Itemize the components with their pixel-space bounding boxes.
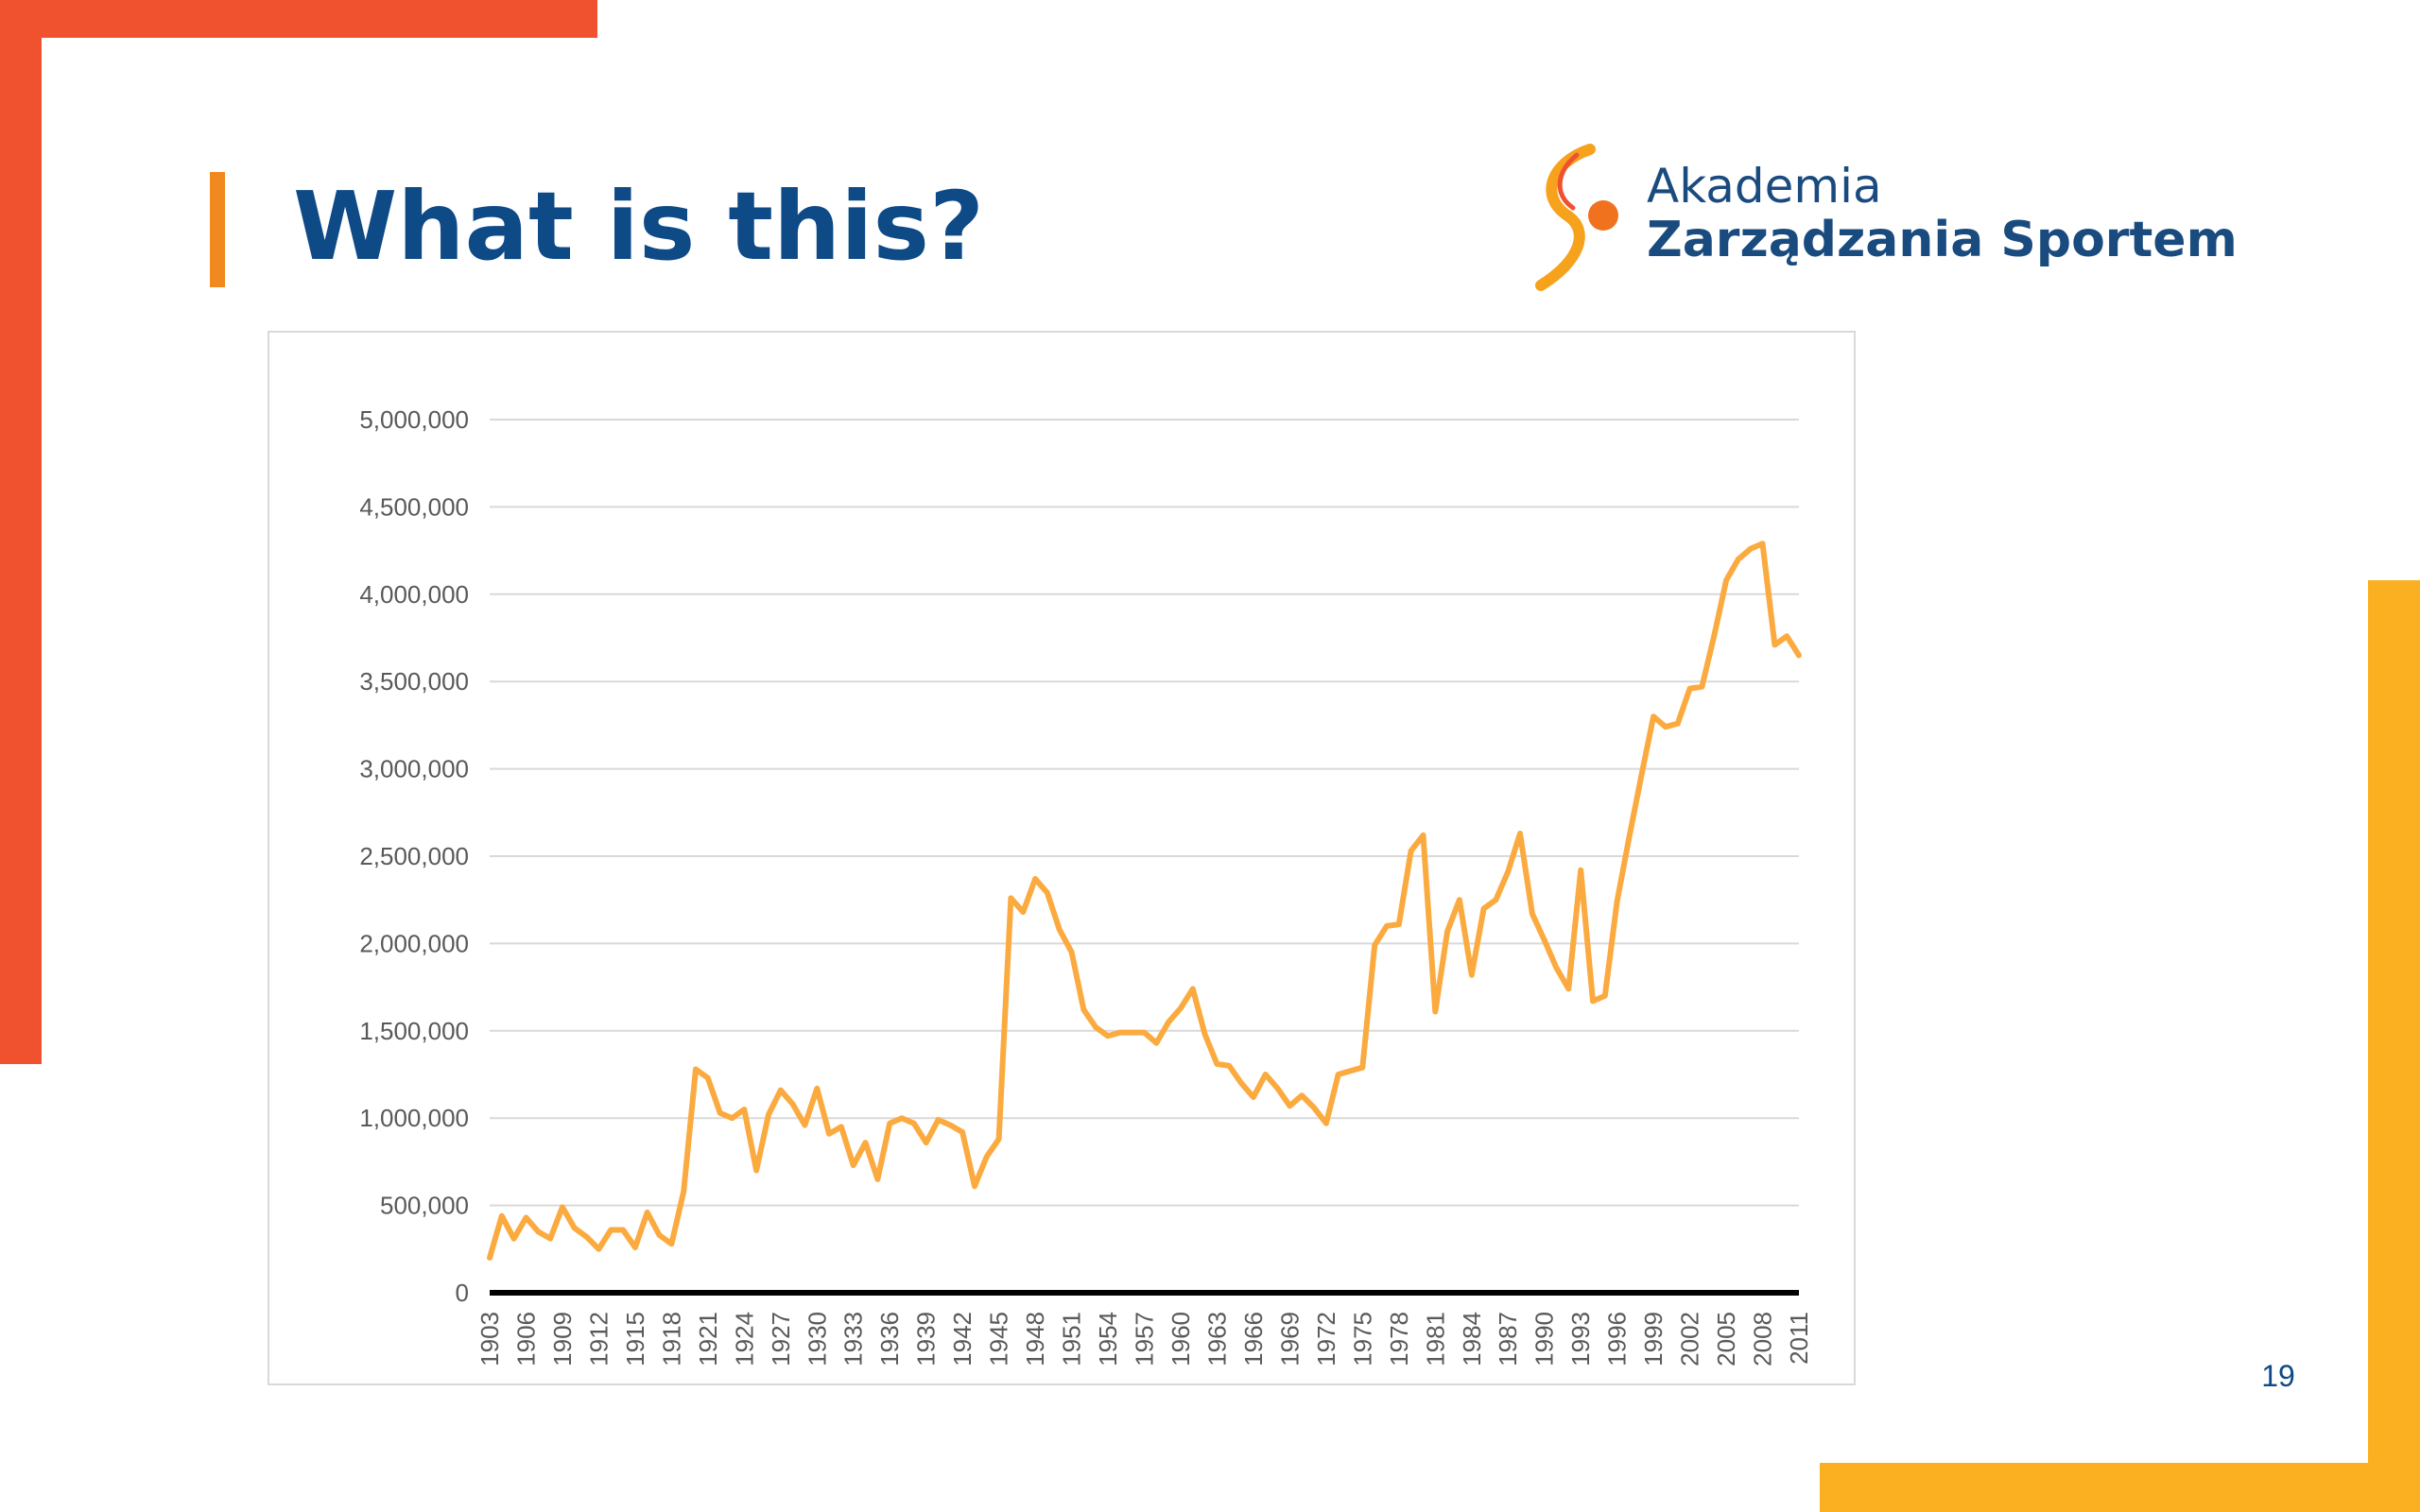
y-tick-label: 0 — [456, 1279, 469, 1307]
x-tick-label: 2008 — [1749, 1312, 1777, 1366]
x-tick-label: 1993 — [1566, 1312, 1595, 1366]
logo: Akademia Zarządzania Sportem — [1522, 142, 2250, 293]
y-tick-label: 500,000 — [380, 1192, 469, 1220]
akademia-s-logo-icon — [1535, 144, 1618, 291]
title-accent-bar — [210, 172, 225, 287]
x-tick-label: 1960 — [1167, 1312, 1195, 1366]
x-tick-label: 2005 — [1712, 1312, 1740, 1366]
y-tick-label: 4,500,000 — [359, 492, 469, 521]
y-tick-label: 3,000,000 — [359, 755, 469, 783]
x-tick-label: 1921 — [694, 1312, 722, 1366]
x-tick-label: 1948 — [1021, 1312, 1049, 1366]
x-tick-label: 1942 — [948, 1312, 977, 1366]
x-tick-label: 1912 — [584, 1312, 613, 1366]
logo-text-line1: Akademia — [1647, 159, 1882, 214]
x-tick-label: 1936 — [875, 1312, 904, 1366]
logo-text-line2: Zarządzania Sportem — [1647, 212, 2238, 268]
x-tick-label: 1969 — [1275, 1312, 1304, 1366]
slide-title: What is this? — [293, 171, 985, 282]
x-tick-label: 1975 — [1348, 1312, 1376, 1366]
decorative-bar-bottom — [1820, 1463, 2420, 1512]
y-tick-label: 1,500,000 — [359, 1017, 469, 1045]
x-tick-label: 1966 — [1239, 1312, 1268, 1366]
x-tick-label: 1978 — [1385, 1312, 1413, 1366]
y-tick-label: 2,000,000 — [359, 929, 469, 957]
x-tick-label: 1930 — [803, 1312, 831, 1366]
decorative-bar-top — [0, 0, 597, 38]
decorative-bar-right — [2368, 580, 2420, 1512]
x-tick-label: 1999 — [1639, 1312, 1668, 1366]
x-tick-label: 1990 — [1530, 1312, 1559, 1366]
x-tick-label: 1939 — [912, 1312, 941, 1366]
x-tick-label: 2011 — [1785, 1312, 1813, 1365]
y-tick-label: 4,000,000 — [359, 580, 469, 609]
x-tick-label: 1996 — [1603, 1312, 1632, 1366]
y-tick-label: 1,000,000 — [359, 1104, 469, 1132]
x-tick-label: 1954 — [1094, 1312, 1122, 1366]
x-tick-label: 1945 — [985, 1312, 1013, 1366]
x-tick-label: 2002 — [1676, 1312, 1704, 1366]
x-tick-label: 1918 — [657, 1312, 685, 1366]
x-tick-label: 1951 — [1058, 1312, 1086, 1366]
series-line — [487, 541, 1802, 1261]
x-tick-label: 1909 — [548, 1312, 577, 1366]
y-tick-label: 2,500,000 — [359, 842, 469, 870]
x-tick-label: 1987 — [1494, 1312, 1522, 1366]
x-tick-label: 1924 — [730, 1312, 758, 1366]
x-tick-label: 1933 — [839, 1312, 868, 1366]
x-tick-label: 1972 — [1312, 1312, 1340, 1366]
x-tick-label: 1903 — [475, 1312, 504, 1366]
x-tick-label: 1927 — [767, 1312, 795, 1366]
line-chart: 0 500,000 1,000,000 1,500,000 2,000,000 2,500… — [359, 405, 1813, 1366]
x-tick-label: 1963 — [1202, 1312, 1231, 1366]
x-tick-label: 1981 — [1421, 1312, 1449, 1366]
x-tick-label: 1984 — [1458, 1312, 1486, 1366]
x-tick-label: 1906 — [511, 1312, 540, 1366]
x-tick-label: 1957 — [1131, 1312, 1159, 1366]
decorative-bar-left — [0, 0, 42, 1064]
x-tick-label: 1915 — [621, 1312, 649, 1366]
y-tick-label: 5,000,000 — [359, 405, 469, 434]
y-tick-label: 3,500,000 — [359, 667, 469, 696]
page-number: 19 — [2261, 1359, 2295, 1393]
